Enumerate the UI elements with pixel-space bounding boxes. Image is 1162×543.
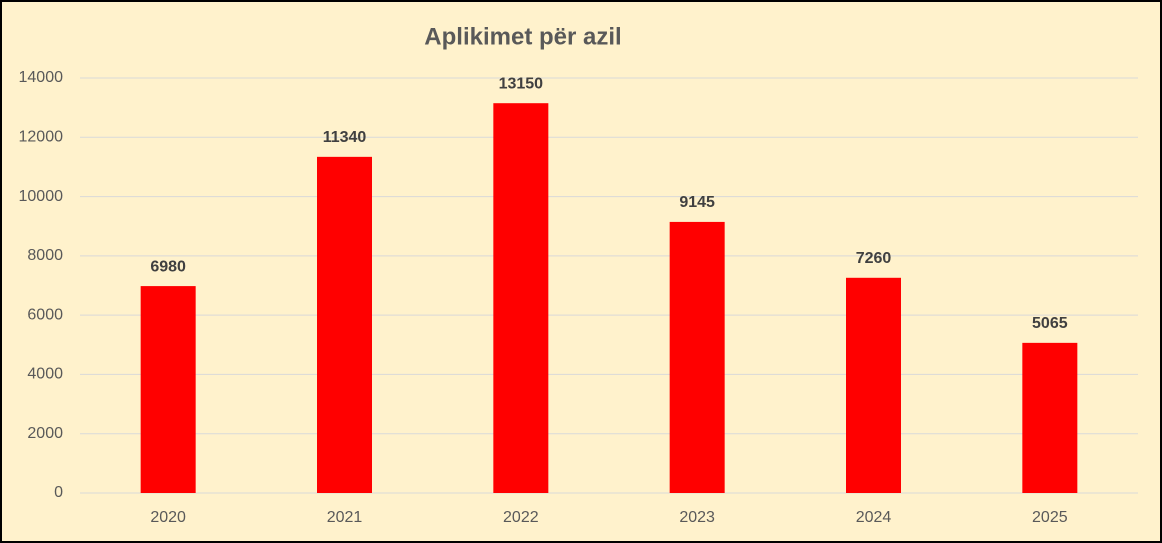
- y-tick-label: 6000: [27, 306, 63, 323]
- x-tick-label: 2021: [327, 509, 363, 526]
- bar: [669, 221, 725, 493]
- x-tick-label: 2024: [856, 509, 892, 526]
- x-tick-label: 2020: [150, 509, 186, 526]
- bar: [317, 156, 372, 493]
- y-tick-label: 10000: [19, 188, 64, 205]
- x-tick-label: 2023: [679, 509, 715, 526]
- data-label: 13150: [499, 75, 544, 92]
- data-label: 9145: [679, 194, 715, 211]
- data-label: 11340: [323, 129, 367, 146]
- y-tick-label: 0: [54, 484, 63, 501]
- y-tick-label: 2000: [27, 425, 63, 442]
- bar: [493, 103, 549, 494]
- bar: [140, 286, 196, 493]
- y-tick-label: 4000: [27, 366, 63, 383]
- y-tick-label: 14000: [19, 69, 64, 86]
- y-tick-label: 12000: [19, 129, 64, 146]
- data-label: 5065: [1032, 315, 1068, 332]
- data-label: 7260: [856, 250, 892, 267]
- bar: [1022, 342, 1078, 493]
- bar: [846, 277, 901, 493]
- chart-title: Aplikimet për azil: [424, 23, 621, 50]
- y-tick-label: 8000: [27, 247, 63, 264]
- x-tick-label: 2025: [1032, 509, 1068, 526]
- data-label: 6980: [150, 258, 186, 275]
- x-tick-label: 2022: [503, 509, 539, 526]
